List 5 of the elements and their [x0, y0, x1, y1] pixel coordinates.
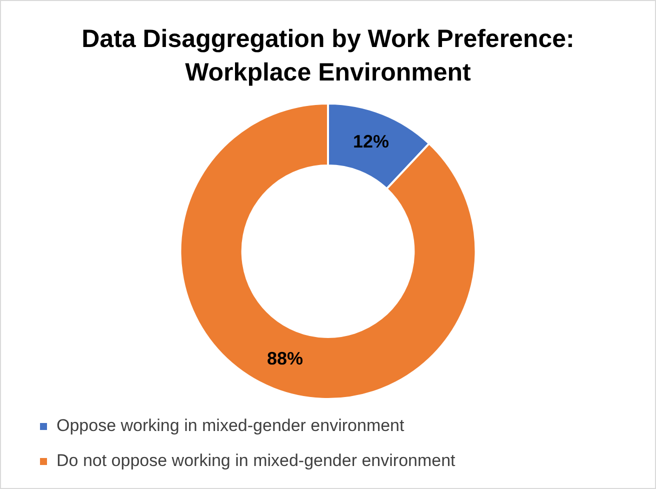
chart-title: Data Disaggregation by Work Preference: Workplace Environment [82, 24, 574, 87]
data-label: 88% [267, 348, 304, 369]
legend-label: Oppose working in mixed-gender environment [56, 416, 405, 436]
data-label: 12% [352, 132, 389, 152]
legend-label: Do not oppose working in mixed-gender environment [56, 451, 456, 470]
